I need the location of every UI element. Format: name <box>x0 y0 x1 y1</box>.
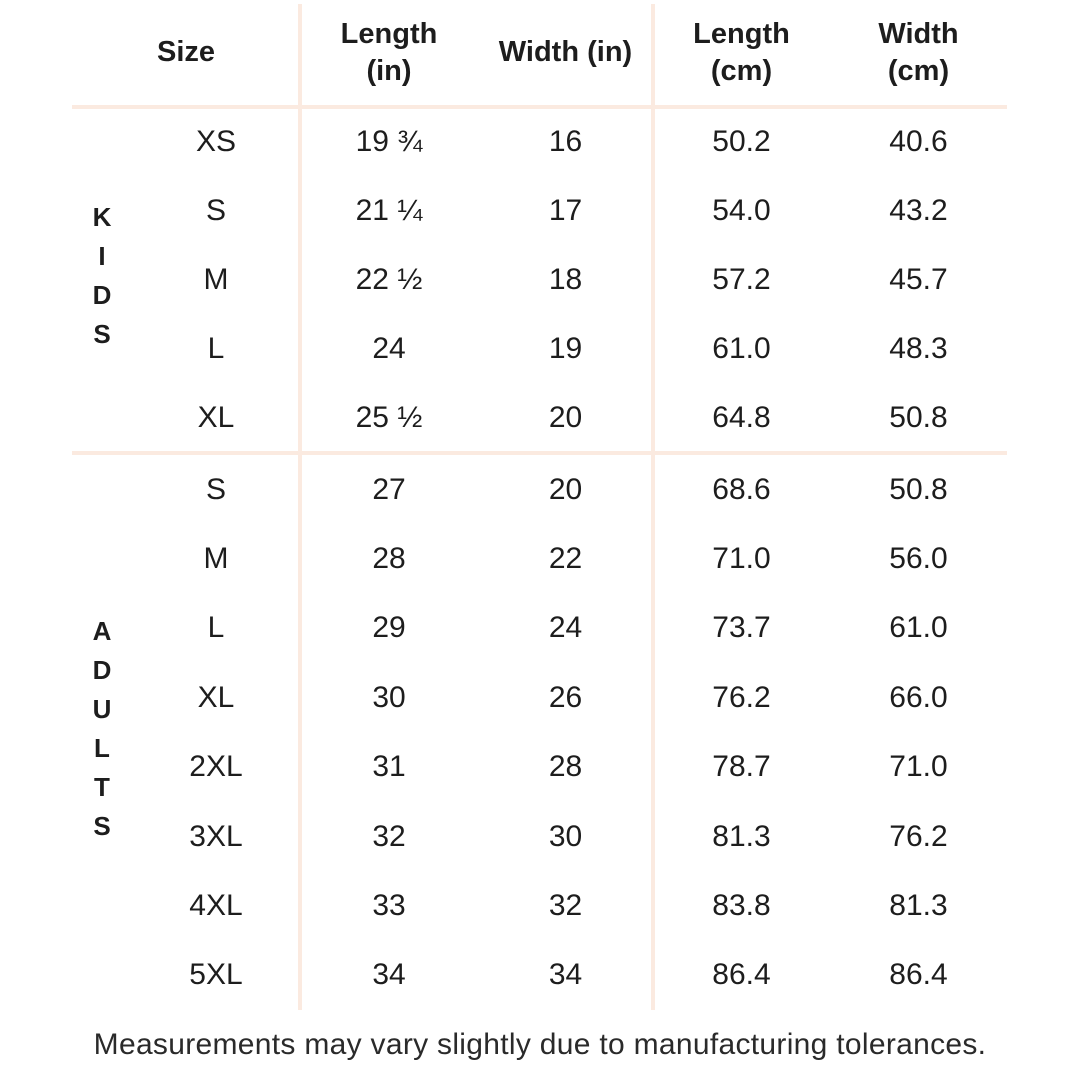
length-cm-cell: 64.8 <box>712 401 771 435</box>
length-in-cell: 27 <box>372 472 406 506</box>
length-in-cell: 19 ¾ <box>355 124 423 158</box>
width-cm-cell: 40.6 <box>889 124 948 158</box>
width-in-cell: 22 <box>548 542 583 576</box>
footer-note: Measurements may vary slightly due to ma… <box>93 1028 987 1061</box>
size-cell: 4XL <box>189 888 243 922</box>
length-in-cell: 21 ¼ <box>355 193 423 227</box>
length-in-cell: 33 <box>372 888 406 922</box>
size-cell: XS <box>195 124 237 158</box>
vertical-divider-left <box>298 4 302 1010</box>
width-in-cell: 24 <box>548 611 583 645</box>
header-divider <box>72 105 1007 109</box>
length-in-cell: 31 <box>372 750 406 784</box>
length-cm-cell: 61.0 <box>712 332 771 366</box>
width-cm-cell: 50.8 <box>889 472 948 506</box>
length-cm-cell: 86.4 <box>712 958 771 992</box>
adults-section: ADULTS S 27 20 68.6 50.8 M 28 22 71.0 56… <box>72 455 1007 1010</box>
width-cm-cell: 76.2 <box>889 819 948 853</box>
width-cm-cell: 50.8 <box>889 401 948 435</box>
width-cm-cell: 71.0 <box>889 750 948 784</box>
width-cm-cell: 61.0 <box>889 611 948 645</box>
width-in-cell: 26 <box>548 680 583 714</box>
size-cell: M <box>203 262 229 296</box>
col-header-width-in: Width (in) <box>498 36 633 69</box>
kids-adults-divider <box>72 451 1007 455</box>
length-in-cell: 24 <box>372 332 406 366</box>
col-header-length-cm: Length (cm) <box>693 18 790 87</box>
width-in-cell: 20 <box>548 472 583 506</box>
length-cm-cell: 81.3 <box>712 819 771 853</box>
size-cell: L <box>207 332 225 366</box>
width-cm-cell: 66.0 <box>889 680 948 714</box>
col-header-length-in: Length (in) <box>340 18 438 87</box>
length-cm-cell: 78.7 <box>712 750 771 784</box>
width-in-cell: 18 <box>548 262 583 296</box>
size-cell: M <box>203 542 229 576</box>
length-in-cell: 32 <box>372 819 406 853</box>
table-header: Size Length (in) Width (in) Length (cm) … <box>72 0 1007 105</box>
width-in-cell: 19 <box>548 332 583 366</box>
length-in-cell: 34 <box>372 958 406 992</box>
length-cm-cell: 71.0 <box>712 542 771 576</box>
width-in-cell: 20 <box>548 401 583 435</box>
length-in-cell: 29 <box>372 611 406 645</box>
width-in-cell: 28 <box>548 750 583 784</box>
length-in-cell: 30 <box>372 680 406 714</box>
width-cm-cell: 48.3 <box>889 332 948 366</box>
length-in-cell: 28 <box>372 542 406 576</box>
vertical-divider-right <box>651 4 655 1010</box>
col-header-size: Size <box>156 36 216 69</box>
width-in-cell: 34 <box>548 958 583 992</box>
kids-group-label-text: KIDS <box>87 201 117 358</box>
width-in-cell: 32 <box>548 888 583 922</box>
size-cell: L <box>207 611 225 645</box>
length-in-cell: 22 ½ <box>355 262 423 296</box>
kids-section: KIDS XS 19 ¾ 16 50.2 40.6 S 21 ¼ 17 54.0… <box>72 107 1007 453</box>
width-cm-cell: 56.0 <box>889 542 948 576</box>
size-cell: 2XL <box>189 750 243 784</box>
width-in-cell: 16 <box>548 124 583 158</box>
width-cm-cell: 45.7 <box>889 262 948 296</box>
size-cell: XL <box>197 680 235 714</box>
size-cell: S <box>205 472 226 506</box>
adults-group-label-text: ADULTS <box>87 615 117 850</box>
width-cm-cell: 86.4 <box>889 958 948 992</box>
size-cell: 3XL <box>189 819 243 853</box>
width-in-cell: 30 <box>548 819 583 853</box>
length-cm-cell: 76.2 <box>712 680 771 714</box>
length-cm-cell: 83.8 <box>712 888 771 922</box>
length-cm-cell: 57.2 <box>712 262 771 296</box>
size-cell: 5XL <box>189 958 243 992</box>
width-cm-cell: 43.2 <box>889 193 948 227</box>
size-cell: S <box>205 193 226 227</box>
length-cm-cell: 68.6 <box>712 472 771 506</box>
size-cell: XL <box>197 401 235 435</box>
col-header-width-cm: Width (cm) <box>878 18 959 87</box>
length-cm-cell: 50.2 <box>712 124 771 158</box>
length-in-cell: 25 ½ <box>355 401 423 435</box>
width-cm-cell: 81.3 <box>889 888 948 922</box>
length-cm-cell: 54.0 <box>712 193 771 227</box>
width-in-cell: 17 <box>548 193 583 227</box>
length-cm-cell: 73.7 <box>712 611 771 645</box>
kids-group-label: KIDS <box>72 107 132 453</box>
adults-group-label: ADULTS <box>72 455 132 1010</box>
